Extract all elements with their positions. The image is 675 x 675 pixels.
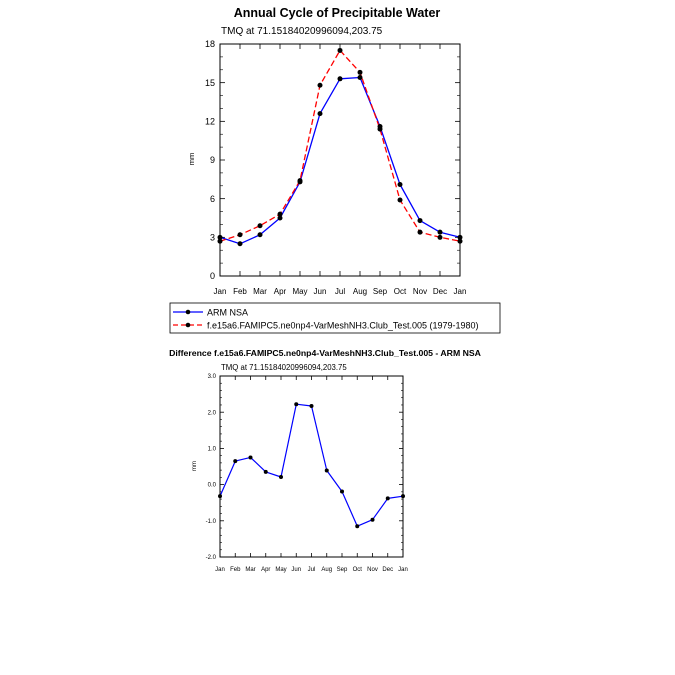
chart1-series-1-point bbox=[277, 211, 283, 217]
difference-chart: Difference f.e15a6.FAMIPC5.ne0np4-VarMes… bbox=[169, 348, 482, 573]
chart1-xtick-label: Jul bbox=[335, 287, 345, 296]
chart2-x-ticks: Jan Feb Mar Apr May Jun Jul Aug Sep Oct Nov Dec Jan bbox=[215, 376, 408, 573]
chart1-series-1-point bbox=[377, 126, 383, 132]
chart1-series-1-point bbox=[237, 232, 243, 238]
legend-marker-arm-nsa bbox=[185, 309, 191, 315]
legend-label-model: f.e15a6.FAMIPC5.ne0np4-VarMeshNH3.Club_T… bbox=[207, 321, 479, 331]
chart1-series-0-point bbox=[357, 75, 363, 81]
chart2-subtitle: TMQ at 71.15184020996094,203.75 bbox=[221, 363, 347, 372]
chart2-ytick-label: 2.0 bbox=[208, 410, 217, 416]
chart2-ytick-label: 1.0 bbox=[208, 447, 217, 453]
chart1-series-1-point bbox=[317, 82, 323, 88]
chart1-y-ticks: 0 3 6 9 12 15 18 bbox=[205, 39, 460, 281]
chart2-xtick-label: Jan bbox=[398, 567, 408, 573]
chart1-subtitle: TMQ at 71.15184020996094,203.75 bbox=[221, 26, 383, 37]
chart2-series-0-point bbox=[233, 459, 238, 464]
chart1-xtick-label: Sep bbox=[373, 287, 388, 296]
legend-box bbox=[169, 302, 501, 334]
chart1-xtick-label: Jun bbox=[314, 287, 327, 296]
legend-marker-model bbox=[185, 322, 191, 328]
chart2-xtick-label: Nov bbox=[367, 567, 378, 573]
chart2-title: Difference f.e15a6.FAMIPC5.ne0np4-VarMes… bbox=[169, 348, 482, 358]
chart1-ytick-label: 18 bbox=[205, 39, 215, 49]
chart2-xtick-label: Mar bbox=[245, 567, 255, 573]
chart1-xtick-label: Jan bbox=[454, 287, 467, 296]
chart1-ytick-label: 6 bbox=[210, 194, 215, 204]
chart1-series-0-point bbox=[257, 232, 263, 238]
chart1-xtick-label: Nov bbox=[413, 287, 427, 296]
chart1-x-ticks: Jan Feb Mar Apr May Jun Jul Aug Sep Oct Nov Dec Jan bbox=[214, 44, 467, 296]
chart2-xtick-label: Sep bbox=[337, 567, 348, 573]
chart2-xtick-label: Apr bbox=[261, 567, 270, 573]
chart1-series-0-point bbox=[237, 241, 243, 247]
chart1-series-0-point bbox=[417, 218, 423, 224]
chart2-series-0-point bbox=[340, 489, 344, 494]
chart2-xtick-label: Oct bbox=[353, 567, 363, 573]
chart2-ylabel: mm bbox=[192, 461, 198, 471]
chart2-series-0-point bbox=[324, 468, 329, 473]
chart1-series-1-point bbox=[437, 234, 443, 240]
chart2-ytick-label: -1.0 bbox=[206, 519, 217, 525]
chart2-series bbox=[218, 402, 405, 529]
chart1-xtick-label: Jan bbox=[214, 287, 227, 296]
chart2-series-0-point bbox=[294, 402, 299, 407]
chart1-ytick-label: 12 bbox=[205, 116, 215, 126]
chart2-xtick-label: Jul bbox=[308, 567, 316, 573]
chart1-ytick-label: 0 bbox=[210, 271, 215, 281]
chart2-xtick-label: May bbox=[275, 567, 286, 573]
chart1-ylabel: mm bbox=[187, 153, 196, 166]
chart1-series-0-point bbox=[437, 229, 443, 235]
chart1-series-1-point bbox=[357, 69, 363, 75]
legend-label-arm-nsa: ARM NSA bbox=[207, 308, 248, 318]
chart2-series-0-point bbox=[385, 496, 390, 501]
chart2-ytick-label: 3.0 bbox=[208, 374, 217, 380]
chart1-series-1-point bbox=[257, 223, 263, 229]
chart1-series-0-point bbox=[317, 111, 323, 117]
chart2-series-0-point bbox=[355, 524, 360, 529]
chart2-series-0-point bbox=[279, 474, 283, 479]
chart2-ytick-label: -2.0 bbox=[206, 555, 217, 561]
chart1-xtick-label: Feb bbox=[233, 287, 247, 296]
chart1-series-0-point bbox=[277, 215, 283, 221]
annual-cycle-chart: Annual Cycle of Precipitable Water TMQ a… bbox=[169, 6, 501, 334]
chart1-series bbox=[217, 47, 463, 247]
chart2-series-0-point bbox=[309, 404, 314, 409]
chart2-xtick-label: Dec bbox=[382, 567, 393, 573]
chart2-ytick-label: 0.0 bbox=[208, 483, 217, 489]
chart1-legend: ARM NSA f.e15a6.FAMIPC5.ne0np4-VarMeshNH… bbox=[169, 302, 501, 334]
chart1-xtick-label: Apr bbox=[274, 287, 287, 296]
chart1-xtick-label: Aug bbox=[353, 287, 367, 296]
chart2-plot-frame bbox=[219, 375, 404, 558]
chart2-xtick-label: Aug bbox=[321, 567, 332, 573]
chart1-series-0-point bbox=[337, 76, 343, 82]
chart1-ytick-label: 3 bbox=[210, 232, 215, 242]
chart1-title: Annual Cycle of Precipitable Water bbox=[234, 6, 441, 20]
chart1-series-0-point bbox=[397, 181, 403, 187]
chart1-ytick-label: 9 bbox=[210, 155, 215, 165]
chart2-series-0-point bbox=[370, 517, 375, 522]
chart1-series-1-point bbox=[397, 197, 403, 203]
chart1-series-1-point bbox=[337, 47, 343, 53]
chart1-series-line-0 bbox=[219, 76, 461, 245]
chart1-ytick-label: 15 bbox=[205, 78, 215, 88]
chart2-xtick-label: Jan bbox=[215, 567, 225, 573]
chart2-series-0-point bbox=[263, 469, 268, 474]
chart1-minor-ticks bbox=[220, 56, 460, 264]
chart2-y-ticks: -2.0 -1.0 0.0 1.0 2.0 3.0 bbox=[206, 374, 403, 561]
chart1-series-1-point bbox=[417, 229, 423, 235]
chart1-xtick-label: Dec bbox=[433, 287, 447, 296]
chart1-xtick-label: May bbox=[292, 287, 307, 296]
chart2-series-0-point bbox=[248, 455, 253, 460]
chart2-xtick-label: Jun bbox=[291, 567, 301, 573]
chart1-plot-frame bbox=[219, 43, 461, 277]
chart1-xtick-label: Mar bbox=[253, 287, 267, 296]
chart2-xtick-label: Feb bbox=[230, 567, 241, 573]
chart1-xtick-label: Oct bbox=[394, 287, 407, 296]
chart2-series-line-0 bbox=[219, 403, 404, 527]
chart1-series-1-point bbox=[297, 178, 303, 184]
